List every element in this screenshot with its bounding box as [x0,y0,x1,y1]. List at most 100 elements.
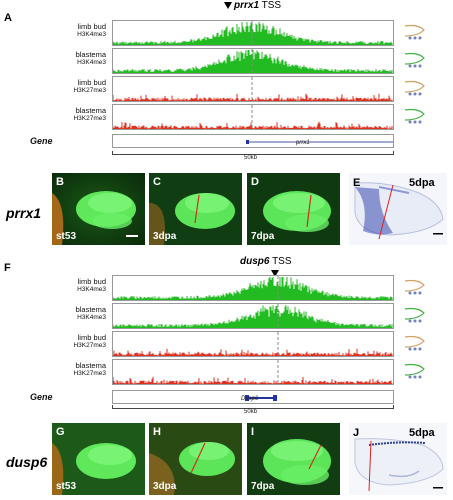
blastema-icon [404,108,426,124]
track-label-line1: blastema [75,305,106,314]
blastema-icon [404,52,426,68]
micro-d-stage: 7dpa [251,231,275,242]
track-signal-plot [113,276,393,300]
track-label-line2: H3K4me3 [77,31,106,38]
insitu-j-stage: 5dpa [409,427,435,439]
track-signal-plot [113,304,393,328]
track-signal-plot [113,21,393,45]
panel-a-letter: A [4,12,12,24]
track-signal-plot [113,77,393,101]
micro-b-image [52,173,145,245]
micro-i: I 7dpa [247,423,340,495]
limb-bud-icon [404,279,426,295]
panelF-track-label: blastema H3K27me3 [44,362,106,378]
blastema-icon [404,307,426,323]
micro-h-image [149,423,242,495]
track-signal-plot [113,105,393,129]
panel-a-tss-suffix: TSS [261,0,282,11]
micro-c-letter: C [153,176,161,188]
micro-c-stage: 3dpa [153,231,177,242]
micro-g-letter: G [56,426,65,438]
micro-b-stage: st53 [56,231,77,242]
track-label-line1: limb bud [77,78,106,87]
panelF-track-label: limb bud H3K4me3 [44,278,106,294]
micro-i-image [247,423,340,495]
panel-f-tss-suffix: TSS [272,256,292,267]
panelA-track-signal [112,48,394,74]
track-label-line1: limb bud [77,277,106,286]
panelF-track-signal [112,331,394,357]
panel-f-tss-gene: dusp6 [240,256,270,267]
insitu-e-stage: 5dpa [409,177,435,189]
micro-g: G st53 [52,423,145,495]
panelA-track-label: blastema H3K27me3 [44,107,106,123]
micro-h: H 3dpa [149,423,242,495]
track-label-line2: H3K4me3 [77,286,106,293]
panel-f-tss-arrow-icon [271,270,279,277]
track-label-line2: H3K27me3 [73,370,106,377]
panel-f-tss-label: dusp6 TSS [240,256,292,267]
limb-bud-icon [404,80,426,96]
insitu-j-image [354,438,444,492]
limb-bud-icon [404,24,426,40]
micro-g-stage: st53 [56,481,77,492]
panel-f-gene-model [245,395,277,401]
panel-a-scale-label: 50kb [244,155,258,161]
panelF-track-signal [112,359,394,385]
panelF-track-label: limb bud H3K27me3 [44,334,106,350]
insitu-j-letter: J [353,427,360,439]
panel-a-tss-label: prrx1 TSS [224,0,281,11]
track-label-line2: H3K4me3 [77,59,106,66]
micro-d-image [247,173,340,245]
panel-a-gene-track [112,134,394,148]
track-signal-plot [113,360,393,384]
micro-h-letter: H [153,426,161,438]
micro-i-stage: 7dpa [251,481,275,492]
panel-f-letter: F [4,262,11,274]
insitu-e: E 5dpa [349,173,447,245]
track-signal-plot [113,49,393,73]
micro-d: D 7dpa [247,173,340,245]
track-label-line2: H3K27me3 [73,115,106,122]
micro-h-stage: 3dpa [153,481,177,492]
track-label-line1: limb bud [77,333,106,342]
panel-a-scale-bar [112,151,394,155]
track-signal-plot [113,332,393,356]
panel-a-gene-name: prrx1 [296,140,310,146]
tss-arrow-icon [224,1,232,9]
panel-f-gene-row-label: Gene [30,392,53,402]
track-label-line2: H3K27me3 [73,342,106,349]
row-prrx1-gene: prrx1 [6,205,42,221]
panelA-track-signal [112,104,394,130]
micro-i-letter: I [251,426,255,438]
panelF-track-signal [112,275,394,301]
micro-g-image [52,423,145,495]
micro-c-image [149,173,242,245]
micro-b-letter: B [56,176,64,188]
panelF-track-signal [112,303,394,329]
panelA-track-signal [112,20,394,46]
panelA-track-signal [112,76,394,102]
limb-bud-icon [404,335,426,351]
panel-f-gene-name: Dusp6 [241,396,259,402]
insitu-e-image [354,182,444,240]
track-label-line1: limb bud [77,22,106,31]
panelA-track-label: blastema H3K4me3 [44,51,106,67]
micro-b: B st53 [52,173,145,245]
row-dusp6-gene: dusp6 [6,454,48,470]
track-label-line1: blastema [75,361,106,370]
micro-c: C 3dpa [149,173,242,245]
track-label-line1: blastema [75,50,106,59]
track-label-line1: blastema [75,106,106,115]
panelA-track-label: limb bud H3K4me3 [44,23,106,39]
insitu-e-letter: E [353,177,361,189]
panel-f-scale-bar [112,405,394,409]
panel-a-gene-model [246,140,393,144]
blastema-icon [404,363,426,379]
track-label-line2: H3K4me3 [77,314,106,321]
micro-d-letter: D [251,176,259,188]
track-label-line2: H3K27me3 [73,87,106,94]
panelA-track-label: limb bud H3K27me3 [44,79,106,95]
panel-a-tss-gene: prrx1 [234,0,260,11]
panel-f-gene-track [112,390,394,404]
